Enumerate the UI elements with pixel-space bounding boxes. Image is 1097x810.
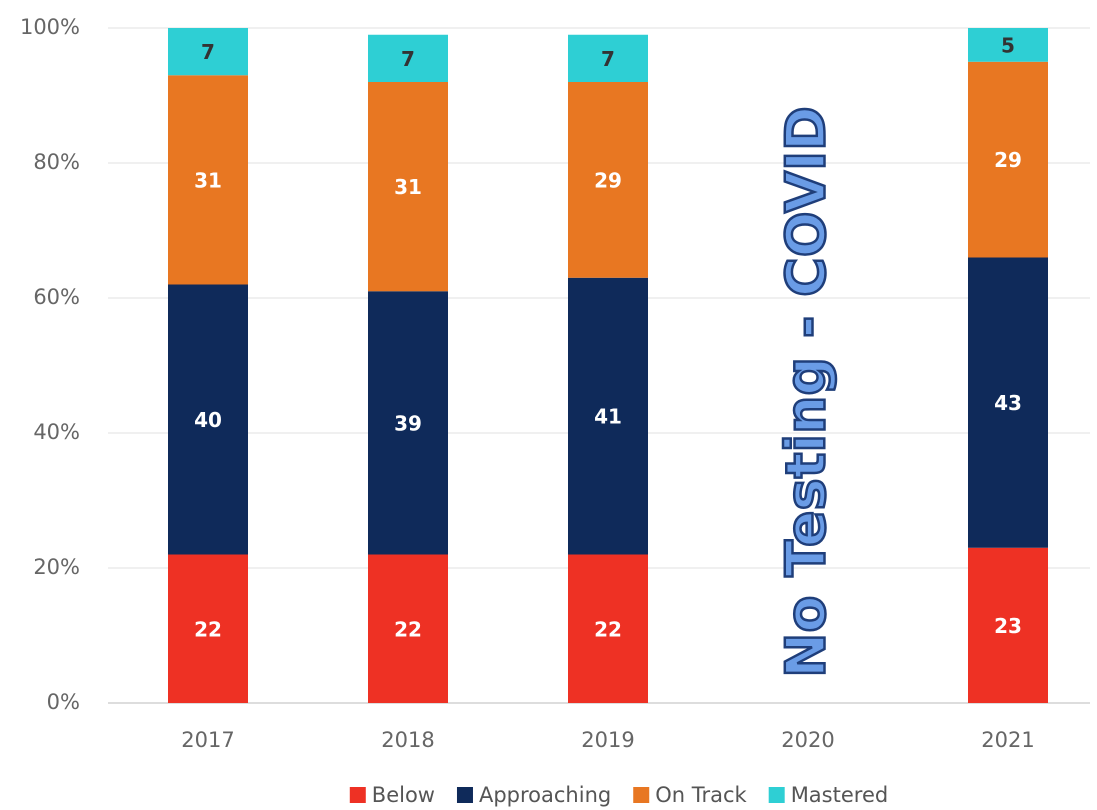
y-tick-label: 20% xyxy=(33,555,80,579)
legend-label: Approaching xyxy=(479,783,611,807)
data-label: 39 xyxy=(394,411,422,435)
legend-label: Below xyxy=(372,783,435,807)
data-label: 22 xyxy=(594,617,622,641)
y-tick-label: 80% xyxy=(33,150,80,174)
bar-segment xyxy=(368,554,448,703)
x-tick-label: 2018 xyxy=(381,728,434,752)
x-tick-label: 2021 xyxy=(981,728,1034,752)
x-tick-label: 2017 xyxy=(181,728,234,752)
data-label: 22 xyxy=(394,617,422,641)
data-label: 23 xyxy=(994,614,1022,638)
legend-swatch xyxy=(768,787,785,803)
bar-segment xyxy=(968,547,1048,703)
bar-segment xyxy=(568,82,648,278)
data-label: 7 xyxy=(201,40,215,64)
bar-segment xyxy=(368,291,448,555)
data-label: 29 xyxy=(994,148,1022,172)
bar-segment xyxy=(568,277,648,555)
bar-segment xyxy=(968,61,1048,258)
data-label: 31 xyxy=(394,175,422,199)
bar-segment xyxy=(368,82,448,292)
x-tick-label: 2019 xyxy=(581,728,634,752)
legend-swatch xyxy=(633,787,650,803)
x-tick-label: 2020 xyxy=(781,728,834,752)
y-tick-label: 0% xyxy=(47,690,80,714)
legend-swatch xyxy=(456,787,473,803)
data-label: 41 xyxy=(594,405,622,429)
y-tick-label: 40% xyxy=(33,420,80,444)
data-label: 31 xyxy=(194,168,222,192)
legend-label: On Track xyxy=(655,783,747,807)
data-label: 5 xyxy=(1001,33,1015,57)
data-label: 22 xyxy=(194,617,222,641)
data-label: 29 xyxy=(594,168,622,192)
data-label: 7 xyxy=(601,47,615,71)
bar-segment xyxy=(968,28,1048,62)
data-label: 43 xyxy=(994,391,1022,415)
y-tick-label: 100% xyxy=(20,15,80,39)
data-label: 7 xyxy=(401,47,415,71)
bar-segment xyxy=(168,28,248,76)
bar-segment xyxy=(168,554,248,703)
bar-segment xyxy=(968,257,1048,548)
bar-segment xyxy=(568,34,648,82)
y-tick-label: 60% xyxy=(33,285,80,309)
annotation: No Testing - COVID xyxy=(775,106,838,678)
bar-segment xyxy=(568,554,648,703)
bar-segment xyxy=(168,284,248,555)
data-label: 40 xyxy=(194,408,222,432)
bar-segment xyxy=(168,75,248,285)
legend-swatch xyxy=(349,787,366,803)
legend-label: Mastered xyxy=(791,783,889,807)
bar-segment xyxy=(368,34,448,82)
